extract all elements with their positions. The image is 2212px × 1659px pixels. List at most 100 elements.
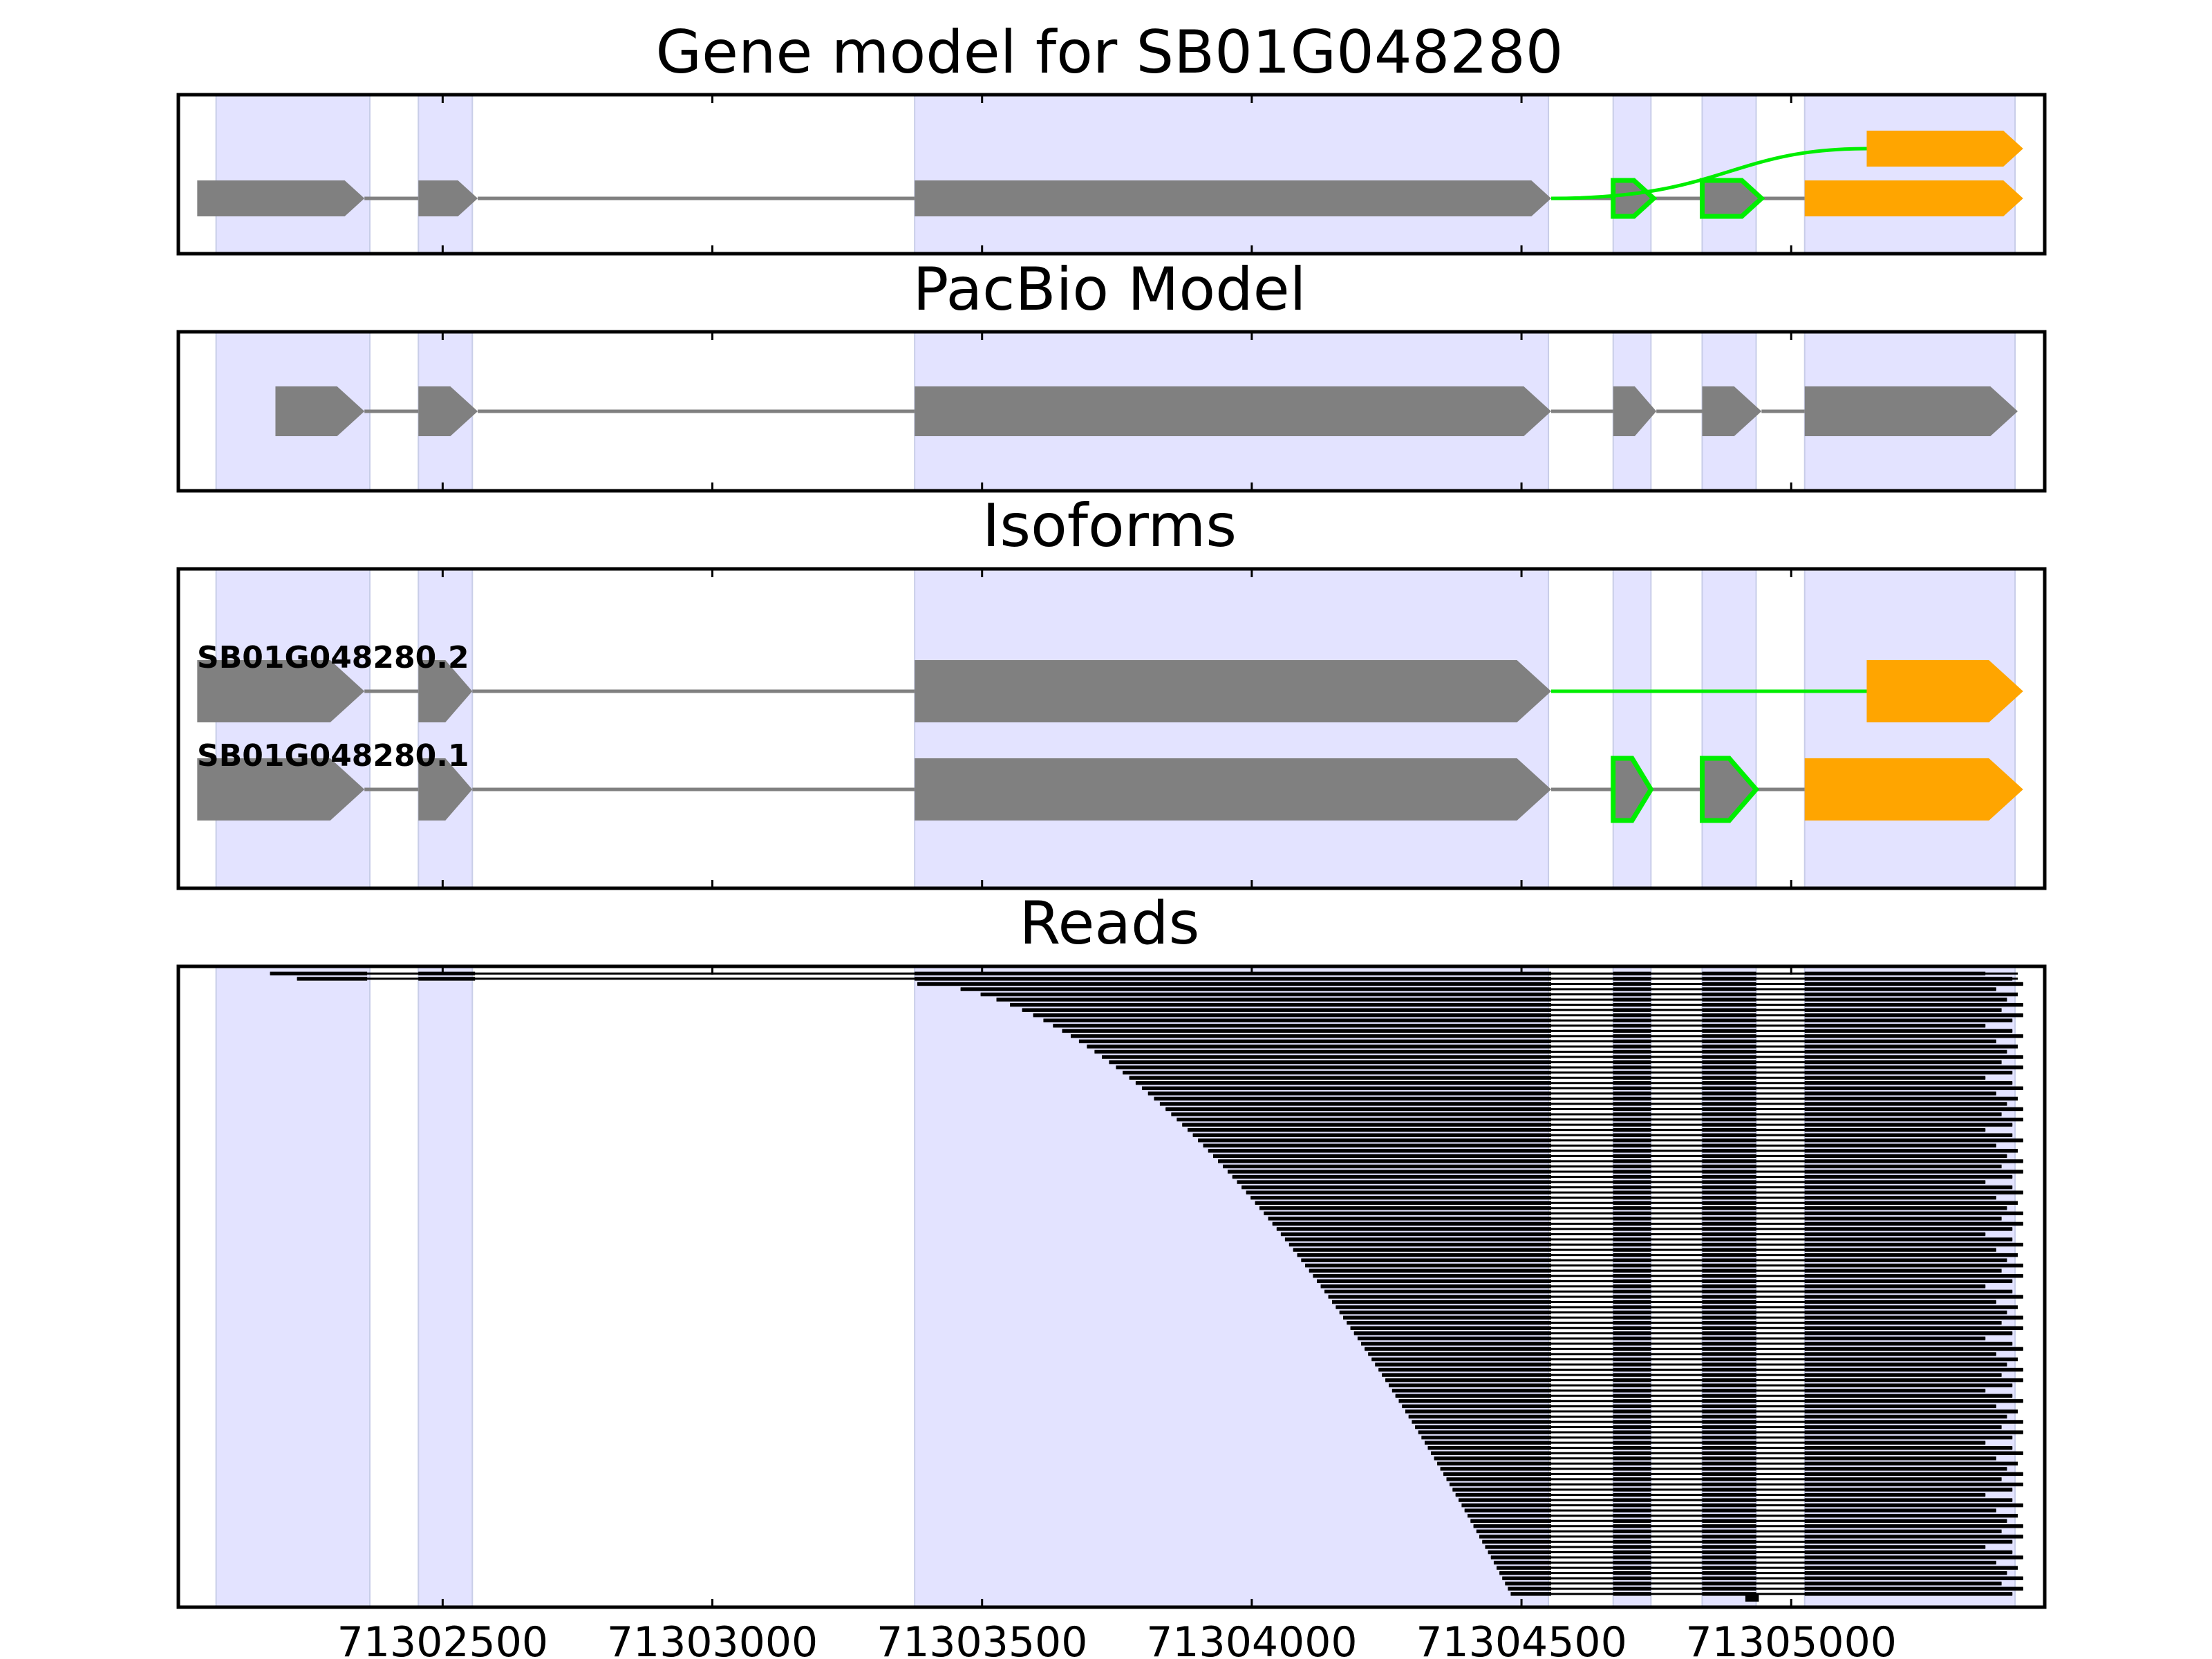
read — [1499, 1571, 2007, 1575]
read-block — [1188, 1127, 1551, 1132]
read-block — [1237, 1180, 1551, 1184]
read — [1361, 1342, 2013, 1346]
read-block — [1324, 1289, 1551, 1294]
read-block — [1804, 1362, 2007, 1367]
read-block — [1804, 1498, 2013, 1502]
read — [1408, 1414, 2007, 1419]
read-block — [1702, 1284, 1756, 1288]
read-block — [1613, 1274, 1651, 1278]
read-block — [1135, 1081, 1551, 1085]
read-block — [1613, 1170, 1651, 1174]
read-block — [1702, 1492, 1756, 1497]
read — [1246, 1190, 2023, 1194]
read-block — [1702, 1034, 1756, 1038]
exon-block — [275, 386, 365, 436]
read-block — [1702, 1065, 1756, 1069]
read-block — [1613, 1264, 1651, 1268]
read-block — [1702, 1295, 1756, 1299]
read-block — [1476, 1529, 1551, 1534]
read-block — [1375, 1362, 1551, 1367]
read-block — [1702, 1488, 1756, 1492]
read-block — [1440, 1467, 1551, 1471]
read-block — [1804, 1295, 2023, 1299]
read — [1123, 1070, 2013, 1075]
read-block — [1613, 1310, 1651, 1315]
read-block — [1022, 1008, 1551, 1012]
read — [1431, 1451, 2023, 1455]
x-tick-label: 71305000 — [1686, 1618, 1897, 1659]
isoform-label-1: SB01G048280.1 — [197, 738, 469, 774]
read-block — [1613, 1425, 1651, 1430]
read-block — [1804, 1482, 2023, 1487]
read-block — [1702, 1352, 1756, 1356]
panel-reads — [176, 964, 2047, 1609]
read-block — [1335, 1305, 1551, 1309]
exon-shade-band — [1612, 568, 1652, 889]
read — [1305, 1264, 2023, 1268]
read-block — [1613, 1305, 1651, 1309]
read — [1250, 1195, 1996, 1200]
exon-shade-band — [1701, 568, 1757, 889]
read-block — [1402, 1404, 1551, 1409]
read-block — [1613, 1242, 1651, 1247]
exon-block — [197, 660, 365, 722]
read-block — [1343, 1315, 1551, 1320]
utr-exon — [1804, 758, 2023, 821]
read-block — [1613, 1138, 1651, 1143]
read-block — [1613, 1123, 1651, 1127]
read-block — [1702, 1258, 1756, 1262]
read-block — [1485, 1545, 1551, 1549]
read-block — [1415, 1425, 1551, 1430]
read-block — [297, 977, 368, 981]
read-block — [1353, 1331, 1551, 1335]
read-block — [1804, 1242, 2023, 1247]
read — [1208, 1149, 2018, 1153]
read — [917, 982, 2023, 986]
read-block — [1804, 1024, 1986, 1028]
read-block — [1371, 1357, 1551, 1362]
read-block — [1613, 1342, 1651, 1346]
exon-block — [1611, 178, 1658, 219]
read-block — [1613, 1055, 1651, 1059]
read-block — [1613, 1441, 1651, 1445]
exon-block — [197, 758, 365, 821]
read-block — [1702, 1112, 1756, 1116]
read-block — [1613, 1352, 1651, 1356]
read-block — [1361, 1342, 1551, 1346]
read-block — [1062, 1029, 1551, 1033]
read-block — [1357, 1336, 1551, 1341]
read-block — [1804, 982, 2023, 986]
read — [1485, 1545, 1986, 1549]
read-block — [1293, 1248, 1551, 1252]
x-axis-tick-labels: 71302500 71303000 71303500 71304000 7130… — [337, 1618, 1897, 1659]
read-block — [1702, 1149, 1756, 1153]
read — [980, 992, 2018, 997]
read-block — [1702, 1566, 1756, 1570]
read-block — [1702, 1138, 1756, 1143]
read-block — [1212, 1154, 1551, 1159]
read-block — [1804, 1264, 2023, 1268]
panel-frame — [176, 330, 2047, 493]
read — [1087, 1044, 2018, 1049]
read-block — [1613, 1195, 1651, 1200]
read-block — [1613, 1117, 1651, 1122]
read-block — [1613, 1550, 1651, 1555]
read-block — [1702, 1336, 1756, 1341]
read — [1482, 1539, 2013, 1544]
read-block — [1804, 1237, 2013, 1241]
read-block — [1702, 1550, 1756, 1555]
read-block — [1804, 1034, 2023, 1038]
read-block — [1702, 1367, 1756, 1372]
read-block — [1804, 1461, 2018, 1466]
read-block — [1804, 1451, 2023, 1455]
read — [1272, 1221, 2023, 1226]
read-block — [1702, 1274, 1756, 1278]
read-block — [1250, 1195, 1551, 1200]
read-block — [1464, 1508, 1551, 1512]
read-block — [960, 987, 1551, 991]
read-block — [1171, 1112, 1551, 1116]
read-block — [1109, 1060, 1551, 1065]
read-block — [980, 992, 1551, 997]
read-block — [1804, 1133, 2013, 1137]
exon-shade-band — [418, 966, 474, 1608]
